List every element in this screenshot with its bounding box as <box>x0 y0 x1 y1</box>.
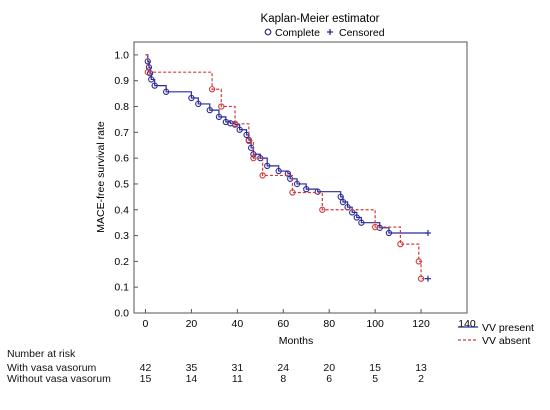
complete-point <box>148 76 155 83</box>
complete-point <box>264 162 271 170</box>
x-tick-label: 100 <box>366 318 384 330</box>
risk-value: 31 <box>231 362 244 374</box>
censored-point <box>424 275 431 282</box>
y-tick-label: 0.3 <box>114 230 129 242</box>
legend-censored-label: Censored <box>339 27 385 39</box>
x-tick-label: 80 <box>323 318 335 330</box>
x-tick-label: 140 <box>458 318 476 330</box>
y-axis: 0.0 0.1 0.2 0.3 0.4 0.5 0.6 0.7 0.8 0.9 1.0 <box>114 49 138 320</box>
complete-point <box>218 103 225 110</box>
complete-point <box>353 214 360 221</box>
y-tick-label: 0.2 <box>114 256 129 268</box>
series-legend: VV present VV absent <box>458 322 534 347</box>
complete-point <box>415 258 422 265</box>
complete-point <box>206 106 213 114</box>
x-tick-label: 120 <box>412 318 430 330</box>
complete-point <box>163 88 170 95</box>
risk-table-header: Number at risk <box>7 348 76 360</box>
risk-value: 15 <box>139 373 152 385</box>
risk-row-label-without: Without vasa vasorum <box>7 373 111 385</box>
risk-value: 11 <box>231 373 243 385</box>
complete-point <box>208 86 216 93</box>
complete-point <box>245 137 252 145</box>
chart-title: Kaplan-Meier estimator <box>261 13 380 25</box>
legend-complete-label: Complete <box>275 27 320 39</box>
risk-value: 5 <box>372 373 379 385</box>
complete-point <box>385 229 393 237</box>
complete-point <box>144 69 151 76</box>
censored-point <box>424 229 431 236</box>
risk-value: 8 <box>280 373 287 385</box>
complete-point <box>243 131 250 139</box>
risk-value: 2 <box>418 373 424 385</box>
y-tick-label: 0.0 <box>114 308 129 320</box>
complete-point <box>151 82 158 89</box>
complete-point <box>231 120 239 127</box>
complete-point <box>284 170 292 177</box>
x-tick-label: 20 <box>186 318 198 330</box>
complete-point <box>303 185 310 193</box>
x-tick-label: 60 <box>277 318 289 330</box>
y-tick-label: 0.6 <box>114 153 129 165</box>
legend-censored-marker <box>327 29 333 35</box>
complete-point <box>188 94 195 102</box>
complete-point <box>215 113 223 120</box>
complete-point <box>275 167 282 175</box>
y-axis-label: MACE-free survival rate <box>95 121 107 233</box>
complete-point <box>397 240 404 248</box>
x-axis: 0 20 40 60 80 100 120 140 <box>143 309 476 330</box>
risk-value: 14 <box>185 373 198 385</box>
complete-point <box>337 193 344 201</box>
km-curve-vv-present <box>145 54 428 234</box>
risk-value: 42 <box>139 362 152 374</box>
legend-vv-absent-label: VV absent <box>482 335 531 347</box>
y-tick-label: 0.1 <box>114 282 129 294</box>
risk-value: 20 <box>323 362 336 374</box>
y-tick-label: 0.5 <box>114 178 129 190</box>
complete-point <box>236 126 243 133</box>
plot-frame <box>133 41 468 314</box>
legend-complete-marker <box>264 28 272 36</box>
x-tick-label: 0 <box>143 318 149 330</box>
complete-point <box>371 223 379 231</box>
complete-point <box>358 219 365 226</box>
risk-value: 13 <box>415 362 427 374</box>
y-tick-label: 0.9 <box>114 75 129 87</box>
y-tick-label: 0.4 <box>114 204 129 216</box>
complete-point <box>250 154 257 162</box>
complete-point <box>339 198 347 206</box>
risk-value: 35 <box>185 362 198 374</box>
risk-row-label-with: With vasa vasorum <box>7 362 97 374</box>
complete-point <box>250 151 257 158</box>
legend-vv-present-label: VV present <box>482 322 534 334</box>
y-tick-label: 0.8 <box>114 101 129 113</box>
complete-point <box>319 206 326 213</box>
risk-value: 6 <box>326 373 333 385</box>
complete-point <box>195 100 202 108</box>
complete-point <box>314 188 321 195</box>
complete-point <box>289 189 296 196</box>
complete-point <box>259 172 266 179</box>
x-axis-label: Months <box>279 335 313 347</box>
y-tick-label: 0.7 <box>114 127 129 139</box>
x-tick-label: 40 <box>232 318 244 330</box>
risk-value: 15 <box>369 362 381 374</box>
km-curve-vv-absent <box>145 54 428 280</box>
complete-point <box>293 180 301 188</box>
top-legend: Complete Censored <box>264 27 385 39</box>
y-tick-label: 1.0 <box>114 49 129 61</box>
plot-series <box>144 54 431 282</box>
complete-point <box>417 275 425 282</box>
risk-value: 24 <box>277 362 290 374</box>
